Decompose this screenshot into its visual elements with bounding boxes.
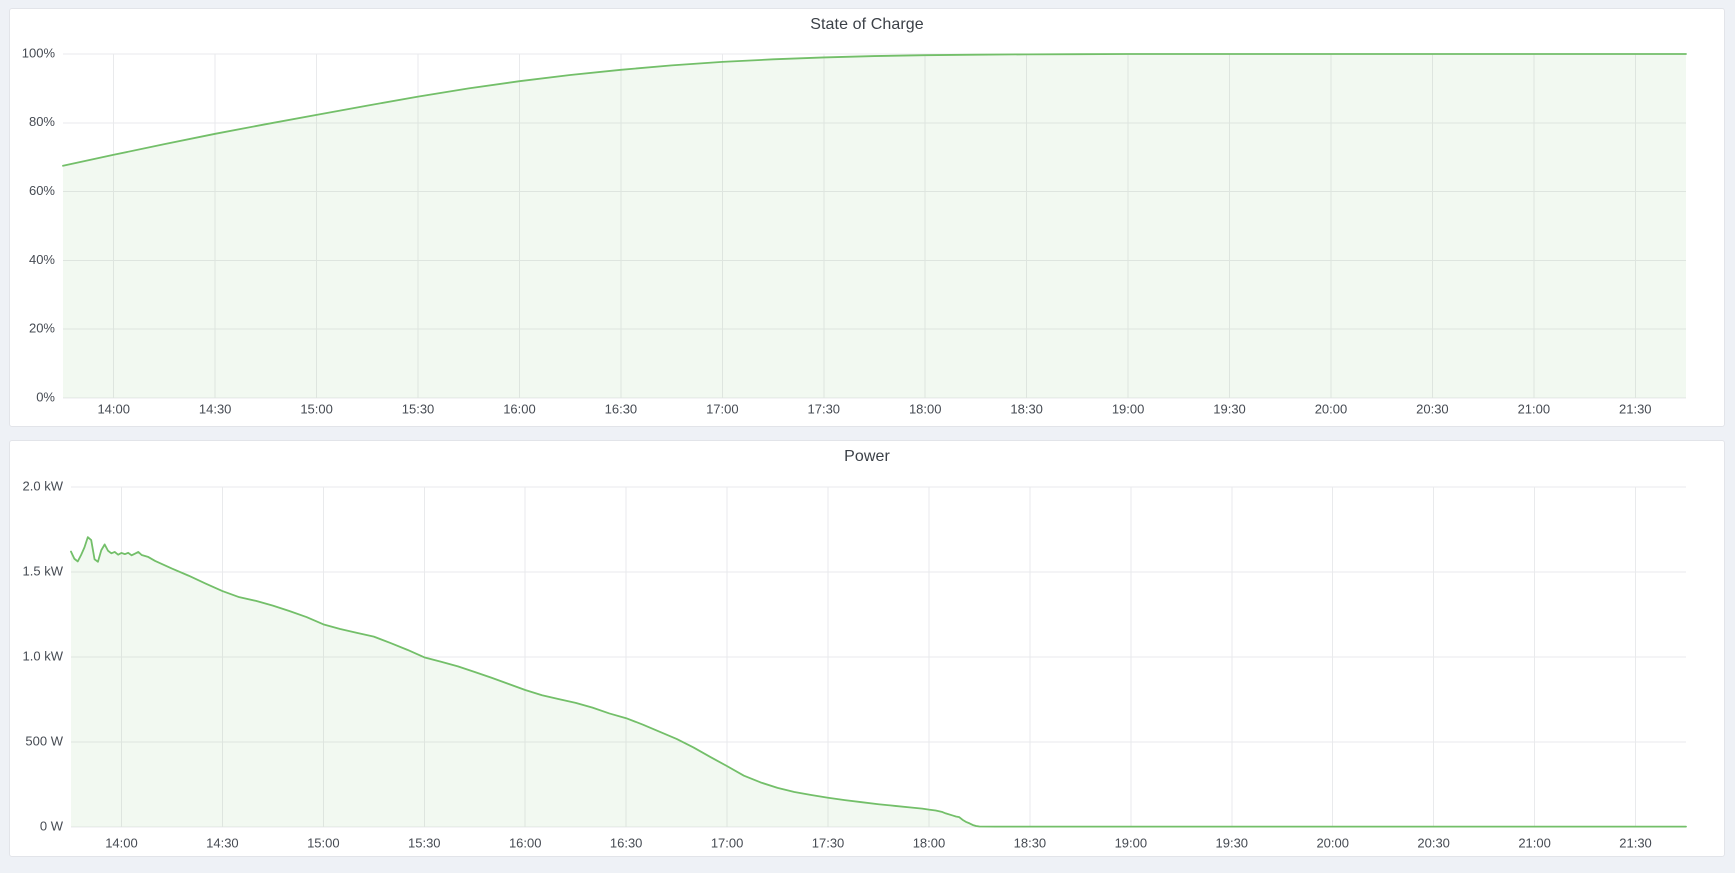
series-area — [71, 537, 1686, 827]
x-tick-label: 17:00 — [711, 835, 744, 850]
x-tick-label: 21:30 — [1619, 835, 1652, 850]
y-axis-labels: 0% 20% 40% 60% 80% 100% — [22, 45, 56, 404]
y-axis-labels: 0 W 500 W 1.0 kW 1.5 kW 2.0 kW — [23, 478, 64, 833]
x-tick-label: 18:30 — [1014, 835, 1047, 850]
x-axis-labels: 14:00 14:30 15:00 15:30 16:00 16:30 17:00 17:30… — [97, 401, 1651, 416]
x-tick-label: 21:00 — [1518, 401, 1551, 416]
series-line — [62, 53, 1687, 167]
x-tick-label: 16:30 — [610, 835, 643, 850]
y-tick-label: 0 W — [40, 818, 64, 833]
x-tick-label: 17:00 — [706, 401, 739, 416]
x-tick-label: 14:30 — [199, 401, 232, 416]
x-tick-label: 17:30 — [808, 401, 841, 416]
x-tick-label: 14:00 — [97, 401, 130, 416]
x-tick-label: 15:30 — [402, 401, 435, 416]
y-tick-label: 2.0 kW — [23, 478, 64, 493]
y-tick-label: 60% — [29, 183, 55, 198]
x-tick-label: 20:00 — [1316, 835, 1349, 850]
panel-title[interactable]: State of Charge — [810, 16, 924, 33]
x-tick-label: 20:30 — [1417, 835, 1450, 850]
x-tick-label: 14:30 — [206, 835, 239, 850]
x-tick-label: 15:00 — [307, 835, 340, 850]
x-tick-label: 16:30 — [605, 401, 638, 416]
x-tick-label: 17:30 — [812, 835, 845, 850]
x-tick-label: 16:00 — [509, 835, 542, 850]
x-tick-label: 20:30 — [1416, 401, 1449, 416]
x-tick-label: 14:00 — [105, 835, 138, 850]
x-tick-label: 18:30 — [1010, 401, 1043, 416]
x-tick-label: 19:30 — [1216, 835, 1249, 850]
x-tick-label: 18:00 — [913, 835, 946, 850]
x-tick-label: 21:30 — [1619, 401, 1652, 416]
x-tick-label: 19:00 — [1112, 401, 1145, 416]
x-tick-label: 21:00 — [1518, 835, 1551, 850]
x-tick-label: 19:30 — [1213, 401, 1246, 416]
y-tick-label: 80% — [29, 114, 55, 129]
x-tick-label: 20:00 — [1315, 401, 1348, 416]
state-of-charge-chart[interactable]: 0% 20% 40% 60% 80% 100% 14:00 14:30 15:00 15:30 16… — [10, 9, 1724, 426]
panel-title[interactable]: Power — [844, 448, 890, 465]
y-tick-label: 1.5 kW — [23, 563, 64, 578]
power-chart[interactable]: 0 W 500 W 1.0 kW 1.5 kW 2.0 kW 14:00 14:30 15:0… — [10, 441, 1724, 856]
x-axis-labels: 14:00 14:30 15:00 15:30 16:00 16:30 17:00 17:30… — [105, 835, 1652, 850]
y-tick-label: 500 W — [25, 733, 63, 748]
grid-vertical — [120, 487, 1637, 827]
x-tick-label: 18:00 — [909, 401, 942, 416]
panel-power: Power 0 W 500 W 1.0 kW 1.5 kW 2.0 kW 14:00 14:… — [9, 440, 1725, 857]
x-tick-label: 19:00 — [1115, 835, 1148, 850]
grid-horizontal — [71, 486, 1686, 828]
x-tick-label: 16:00 — [503, 401, 536, 416]
x-tick-label: 15:00 — [300, 401, 333, 416]
y-tick-label: 1.0 kW — [23, 648, 64, 663]
series-line — [70, 536, 1687, 828]
y-tick-label: 0% — [36, 389, 55, 404]
x-tick-label: 15:30 — [408, 835, 441, 850]
series-area — [63, 54, 1686, 398]
grid-vertical — [113, 54, 1636, 398]
y-tick-label: 40% — [29, 252, 55, 267]
y-tick-label: 100% — [22, 45, 56, 60]
y-tick-label: 20% — [29, 321, 55, 336]
panel-state-of-charge: State of Charge 0% 20% 40% 60% 80% 100% 14:00 1… — [9, 8, 1725, 427]
